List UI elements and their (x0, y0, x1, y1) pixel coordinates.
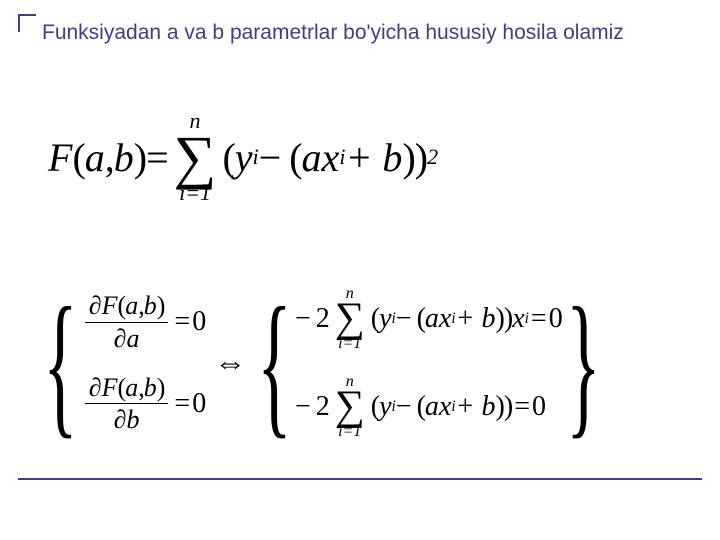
symbol-rparen: )) (496, 391, 513, 423)
slide-frame: Funksiyadan a va b parametrlar bo'yicha … (18, 14, 702, 480)
left-brace-icon: { (43, 286, 78, 440)
symbol-ax: ax (425, 391, 451, 423)
numerator: ∂F(a,b) (85, 374, 169, 401)
fraction: ∂F(a,b) ∂b (85, 374, 169, 434)
sum-block: n ∑ i=1 (335, 286, 365, 352)
symbol-var: a (127, 324, 140, 353)
symbol-b: b (114, 134, 134, 181)
left-brace-icon: { (257, 286, 292, 440)
slide-title: Funksiyadan a va b parametrlar bo'yicha … (42, 20, 702, 46)
sigma-icon: ∑ (335, 388, 365, 426)
symbol-neg2: − 2 (295, 303, 329, 335)
symbol-rparen: ) (134, 134, 146, 181)
numerator: ∂F(a,b) (85, 292, 169, 319)
symbol-F: F (102, 373, 118, 402)
fraction-bar (85, 403, 169, 404)
symbol-zero: 0 (549, 303, 563, 335)
symbol-equals: = (146, 134, 168, 181)
symbol-minus-paren: − ( (396, 303, 425, 335)
symbol-a: a (85, 134, 105, 181)
symbol-equals: = (514, 391, 530, 423)
symbol-lparen: ( (72, 134, 84, 181)
sigma-icon: ∑ (174, 130, 217, 184)
denominator: ∂b (110, 406, 144, 433)
symbol-zero: 0 (532, 391, 546, 423)
symbol-equals: = (174, 388, 190, 420)
sum-lower: i=1 (338, 336, 361, 352)
symbol-y: y (379, 391, 391, 423)
subscript-i: i (525, 310, 529, 328)
partial-a-row: ∂F(a,b) ∂a = 0 (81, 292, 206, 352)
symbol-lparen: ( (371, 391, 379, 423)
right-brace-icon: } (566, 286, 601, 440)
symbol-var: b (127, 405, 140, 434)
symbol-F: F (48, 134, 72, 181)
fraction-bar (85, 322, 169, 323)
sum-lower: i=1 (179, 182, 211, 204)
symbol-y: y (379, 303, 391, 335)
equivalence-icon: ⇔ (214, 344, 246, 381)
partial-icon: ∂ (114, 405, 127, 434)
sum-lower: i=1 (338, 424, 361, 440)
symbol-minus-paren: − ( (396, 391, 425, 423)
symbol-x: x (512, 303, 524, 335)
symbol-ax: ax (425, 303, 451, 335)
right-column: − 2 n ∑ i=1 ( yi − ( axi + b )) xi = 0 −… (295, 286, 563, 440)
symbol-comma: , (105, 134, 114, 181)
symbol-zero: 0 (192, 306, 206, 338)
expanded-b-row: − 2 n ∑ i=1 ( yi − ( axi + b )) = 0 (295, 374, 563, 440)
symbol-rparen2: )) (402, 134, 427, 181)
symbol-plus-b: + b (345, 134, 402, 181)
symbol-rparen: )) (496, 303, 513, 335)
symbol-zero: 0 (192, 388, 206, 420)
left-column: ∂F(a,b) ∂a = 0 ∂F(a,b) ∂b (81, 292, 206, 433)
symbol-plus-b: + b (456, 303, 496, 335)
equation-system: { ∂F(a,b) ∂a = 0 ∂F(a, (40, 286, 680, 440)
symbol-lparen2: ( (222, 134, 234, 181)
symbol-a: a (125, 291, 138, 320)
exponent-2: 2 (427, 144, 438, 170)
corner-marker (18, 14, 36, 32)
symbol-ax: ax (302, 134, 340, 181)
partial-icon: ∂ (89, 291, 102, 320)
main-equation: F ( a , b ) = n ∑ i=1 ( y i − ( ax i + b… (48, 110, 438, 204)
symbol-rparen: ) (157, 373, 165, 402)
fraction: ∂F(a,b) ∂a (85, 292, 169, 352)
sum-block: n ∑ i=1 (335, 374, 365, 440)
symbol-plus-b: + b (456, 391, 496, 423)
partial-icon: ∂ (114, 324, 127, 353)
sum-block: n ∑ i=1 (174, 110, 217, 204)
sigma-icon: ∑ (335, 300, 365, 338)
symbol-F: F (102, 291, 118, 320)
expanded-a-row: − 2 n ∑ i=1 ( yi − ( axi + b )) xi = 0 (295, 286, 563, 352)
symbol-b: b (144, 291, 157, 320)
partial-icon: ∂ (89, 373, 102, 402)
symbol-minus-paren: − ( (259, 134, 302, 181)
footer-rule (18, 478, 702, 480)
symbol-lparen: ( (371, 303, 379, 335)
symbol-equals: = (531, 303, 547, 335)
symbol-y: y (235, 134, 253, 181)
symbol-neg2: − 2 (295, 391, 329, 423)
partial-b-row: ∂F(a,b) ∂b = 0 (81, 374, 206, 434)
symbol-rparen: ) (157, 291, 165, 320)
symbol-a: a (125, 373, 138, 402)
symbol-b: b (144, 373, 157, 402)
symbol-equals: = (174, 306, 190, 338)
denominator: ∂a (110, 325, 144, 352)
